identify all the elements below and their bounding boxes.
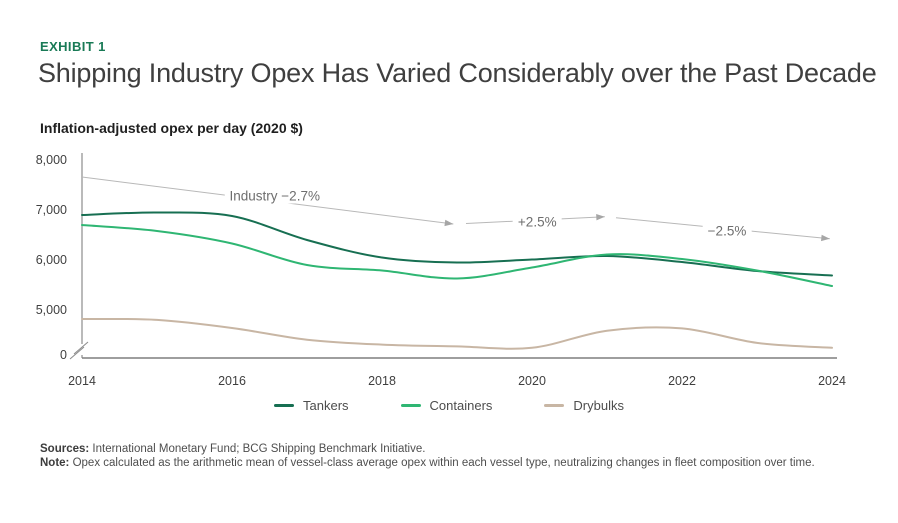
sources-text: International Monetary Fund; BCG Shippin… [89,443,426,455]
arrowhead-icon [596,214,605,221]
annotation-label-minus-2-5: −2.5% [702,223,752,239]
footer: Sources: International Monetary Fund; BC… [40,443,860,470]
x-axis-tick-label: 2024 [818,374,846,388]
note-text: Opex calculated as the arithmetic mean o… [69,456,815,469]
exhibit-label: EXHIBIT 1 [40,39,106,54]
x-axis-tick-label: 2020 [518,374,546,388]
legend-label-containers: Containers [429,398,493,413]
axis-break-mask [75,344,89,355]
x-axis-tick-label: 2016 [218,374,246,388]
axis-break-icon [73,341,89,355]
tankers-line-swatch-icon [274,404,294,407]
containers-line-swatch-icon [400,404,421,407]
note-line: Note: Opex calculated as the arithmetic … [40,457,860,471]
arrowhead-icon [444,219,454,227]
y-axis-tick-label: 7,000 [36,203,67,217]
y-axis-tick-label: 0 [60,348,67,362]
chart-axis-title: Inflation-adjusted opex per day (2020 $) [40,120,303,136]
annotation-label-industry: Industry −2.7% [224,188,325,203]
legend-item-tankers: Tankers [274,398,349,413]
y-axis-tick-label: 8,000 [36,153,67,167]
sources-line: Sources: International Monetary Fund; BC… [40,443,860,457]
y-axis-tick-label: 5,000 [36,303,67,317]
legend-label-tankers: Tankers [303,398,349,413]
y-axis-tick-label: 6,000 [36,253,67,267]
x-axis-tick-label: 2022 [668,374,696,388]
series-line-tankers [81,211,833,277]
page-title: Shipping Industry Opex Has Varied Consid… [38,58,877,88]
series-line-containers [81,224,833,287]
series-line-drybulks [81,317,833,350]
x-axis-tick-label: 2018 [368,374,396,388]
legend-item-drybulks: Drybulks [544,398,624,413]
chart-legend: Tankers Containers Drybulks [0,398,898,413]
arrowhead-icon [821,234,830,242]
x-axis-tick-label: 2014 [68,374,96,388]
axis-break-icon [69,346,85,360]
sources-label: Sources: [40,443,90,455]
note-label: Note: [40,456,70,469]
legend-label-drybulks: Drybulks [573,398,624,413]
legend-item-containers: Containers [400,398,493,413]
drybulks-line-swatch-icon [544,404,565,407]
annotation-label-plus-2-5: +2.5% [512,214,562,229]
